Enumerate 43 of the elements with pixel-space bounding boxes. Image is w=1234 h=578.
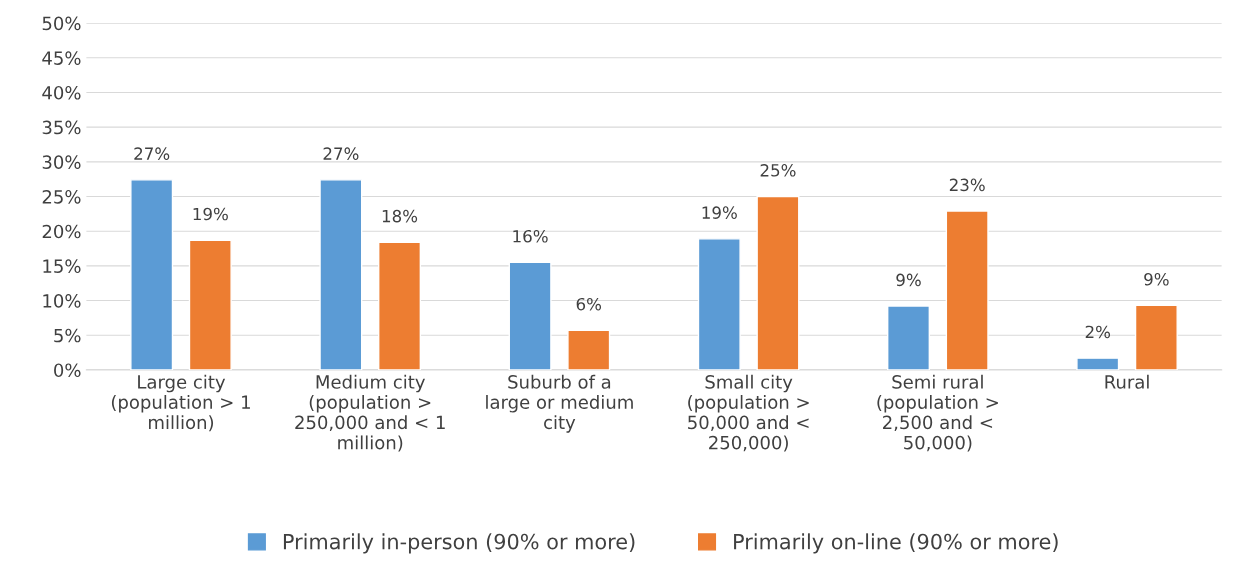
data-label: 27% — [323, 147, 359, 160]
bar — [756, 195, 800, 370]
y-tick-label: 45% — [42, 51, 81, 65]
x-tick-label: Semi rural (population > 2,500 and < 50,000) — [877, 374, 998, 452]
data-label: 19% — [702, 206, 737, 219]
y-tick-label: 50% — [42, 16, 81, 31]
y-tick-label: 25% — [42, 189, 81, 204]
bar — [697, 238, 741, 370]
bar — [508, 261, 552, 370]
data-label: 23% — [949, 178, 985, 192]
legend-label: Primarily in-person (90% or more) — [283, 533, 635, 554]
bar — [319, 179, 363, 370]
bar — [887, 305, 931, 370]
bar — [188, 239, 232, 370]
data-label: 18% — [382, 209, 418, 223]
data-label: 27% — [134, 147, 170, 160]
y-tick-label: 40% — [42, 85, 81, 100]
y-tick-label: 5% — [54, 328, 81, 343]
x-tick-label: Large city (population > 1 million) — [111, 374, 250, 432]
x-tick-label: Medium city (population > 250,000 and < 1 million) — [295, 374, 445, 452]
data-label: 9% — [896, 273, 921, 287]
bar — [567, 329, 611, 370]
x-tick-label: Rural — [1105, 374, 1149, 389]
data-label: 2% — [1085, 325, 1111, 339]
y-tick-label: 10% — [43, 294, 81, 308]
bar — [945, 210, 989, 370]
y-tick-label: 20% — [42, 224, 81, 239]
x-tick-label: Small city (population > 50,000 and < 250,000) — [688, 374, 809, 452]
data-label: 25% — [760, 164, 796, 177]
data-label: 6% — [576, 297, 602, 311]
x-tick-label: Suburb of a large or medium city — [486, 374, 633, 433]
bar — [130, 179, 174, 370]
y-tick-label: 35% — [42, 120, 81, 135]
data-label: 9% — [1144, 272, 1169, 286]
data-label: 19% — [193, 207, 228, 221]
bar — [378, 241, 422, 370]
data-label: 16% — [513, 229, 548, 243]
y-tick-label: 30% — [42, 155, 81, 169]
y-tick-label: 15% — [43, 259, 81, 273]
legend-label: Primarily on-line (90% or more) — [734, 533, 1058, 554]
bar — [1134, 304, 1178, 370]
bar — [1076, 357, 1120, 370]
y-tick-label: 0% — [54, 363, 81, 378]
